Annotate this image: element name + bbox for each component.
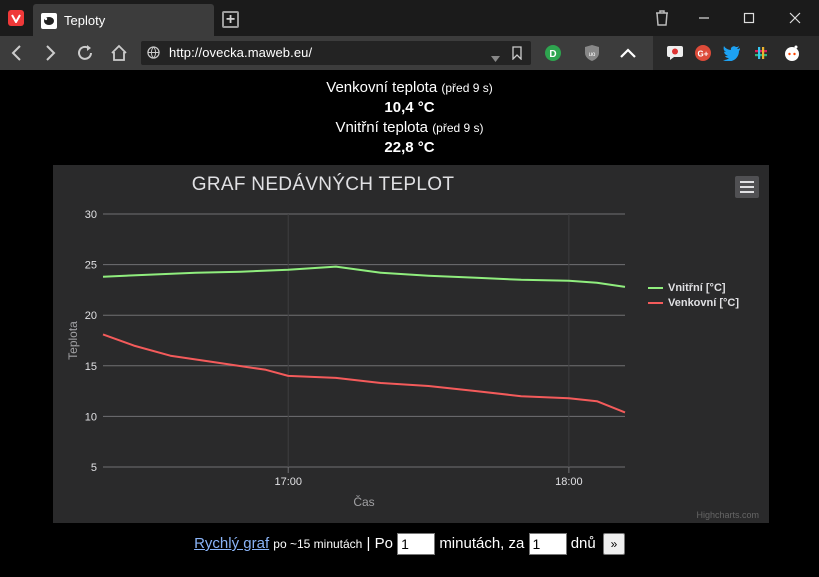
go-button[interactable]: » [602,533,625,556]
outdoor-age: (před 9 s) [441,81,493,95]
minutes-input[interactable]: 1 [397,533,436,556]
back-button[interactable] [7,43,27,63]
reddit-icon[interactable] [782,43,802,63]
legend-item-outdoor[interactable]: Venkovní [°C] [648,297,739,309]
series-line-outdoor [102,333,626,414]
globe-icon [147,46,160,64]
legend-label: Venkovní [°C] [668,297,740,309]
speech-bubble-icon[interactable] [665,43,685,63]
twitter-icon[interactable] [722,43,742,63]
chart-menu-button[interactable] [735,176,759,198]
y-tick-label: 5 [91,462,97,474]
y-tick-label: 15 [85,361,97,373]
forward-button[interactable] [40,43,60,63]
y-tick-label: 30 [85,209,97,221]
y-tick-label: 25 [85,260,97,272]
url-text: http://ovecka.maweb.eu/ [169,45,313,60]
indoor-age: (před 9 s) [432,121,484,135]
address-toolbar: http://ovecka.maweb.eu/ D uo G+ [0,36,819,70]
vivaldi-menu-icon[interactable] [8,10,24,26]
chart-credits[interactable]: Highcharts.com [696,510,759,520]
tab-title: Teploty [64,13,106,28]
minimize-button[interactable] [694,8,714,28]
x-tick-label: 17:00 [274,476,302,488]
svg-text:uo: uo [589,52,596,58]
legend-swatch [648,302,663,304]
bookmark-icon[interactable] [512,46,522,65]
trash-icon[interactable] [652,8,672,28]
svg-text:D: D [549,49,556,60]
home-button[interactable] [109,43,129,63]
hamburger-icon [740,181,754,183]
legend-item-indoor[interactable]: Vnitřní [°C] [648,282,726,294]
po-label: Po [374,535,393,552]
outdoor-value: 10,4 °C [384,99,435,116]
quick-graph-note: po ~15 minutách [273,537,363,551]
indoor-reading-row: Vnitřní teplota (před 9 s) [0,118,819,138]
svg-text:G+: G+ [698,50,709,59]
series-line-indoor [102,265,626,288]
y-axis-title: Teplota [66,321,80,360]
temperature-readings: Venkovní teplota (před 9 s) 10,4 °C Vnit… [0,78,819,158]
y-tick-label: 10 [85,411,97,423]
quick-graph-link[interactable]: Rychlý graf [194,535,270,552]
extensions-panel: G+ [653,36,819,70]
separator: | [366,535,371,552]
google-plus-icon[interactable]: G+ [693,43,713,63]
new-tab-button[interactable]: + [222,11,239,28]
chevron-up-icon[interactable] [618,43,638,63]
temperature-chart: GRAF NEDÁVNÝCH TEPLOT 5 10 15 20 25 30 17:00 18… [53,165,769,523]
indoor-label: Vnitřní teplota [335,119,429,136]
y-tick-label: 20 [85,310,97,322]
legend-label: Vnitřní [°C] [668,282,726,294]
close-button[interactable] [785,8,805,28]
dropdown-arrow-icon[interactable] [491,49,500,67]
indoor-value: 22,8 °C [384,139,435,156]
days-label: dnů [570,535,596,552]
chart-title: GRAF NEDÁVNÝCH TEPLOT [191,174,455,195]
slack-icon[interactable] [751,43,771,63]
minutes-label: minutách, za [439,535,525,552]
chart-plot: 5 10 15 20 25 30 17:00 18:00 Čas Teplota [66,209,626,509]
outdoor-label: Venkovní teplota [326,79,438,96]
outdoor-reading-row: Venkovní teplota (před 9 s) [0,78,819,98]
ublock-icon[interactable]: uo [582,43,602,63]
legend-swatch [648,287,663,289]
tab-bar: Teploty + [0,0,819,36]
url-field[interactable]: http://ovecka.maweb.eu/ [141,41,531,65]
x-tick-label: 18:00 [555,476,583,488]
reload-button[interactable] [75,43,95,63]
active-tab[interactable]: Teploty [33,4,214,36]
x-axis-title: Čas [353,494,374,509]
days-input[interactable]: 1 [528,533,567,556]
graph-controls: Rychlý graf po ~15 minutách | Po 1 minut… [0,532,819,556]
sheep-favicon-icon [41,13,57,29]
maximize-button[interactable] [739,8,759,28]
extension-d-icon[interactable]: D [543,43,563,63]
